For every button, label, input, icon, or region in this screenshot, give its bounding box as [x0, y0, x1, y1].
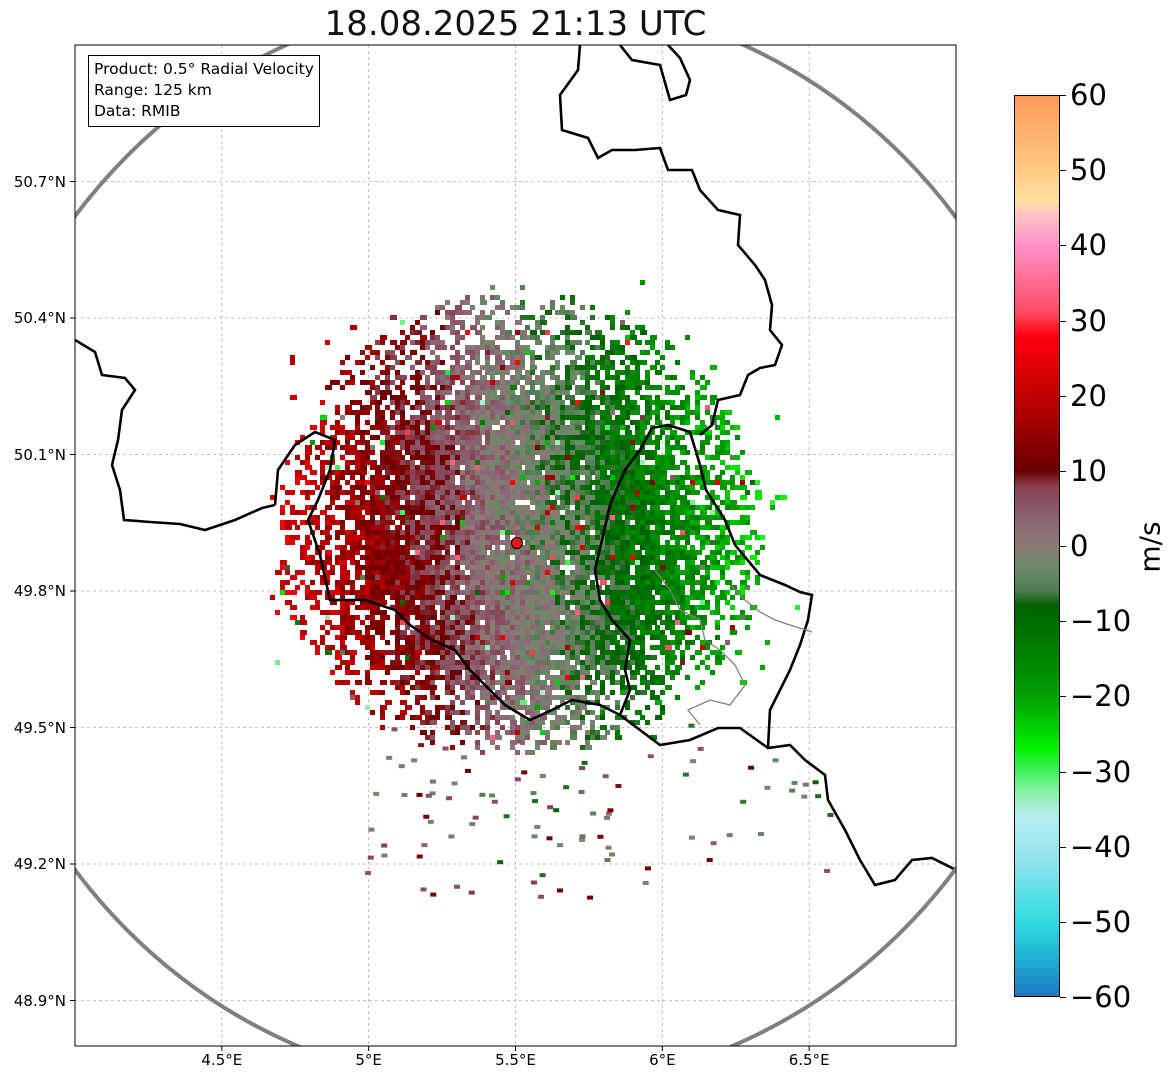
lon-tick-label: 4.5°E: [201, 1051, 243, 1069]
lat-tick-label: 48.9°N: [13, 991, 66, 1010]
colorbar-tick: [1060, 95, 1066, 96]
region-border-rhineland: [729, 584, 813, 633]
colorbar-tick: [1060, 621, 1066, 623]
colorbar-tick-label: 40: [1070, 228, 1107, 263]
country-border-belgium-france-south: [273, 430, 621, 722]
colorbar-tick-label: −10: [1070, 604, 1132, 639]
lon-tick-label: 5°E: [355, 1051, 382, 1069]
lon-tick-label: 6.5°E: [788, 1051, 830, 1069]
colorbar-tick: [1060, 170, 1066, 172]
lon-tick-label: 5.5°E: [495, 1051, 536, 1069]
info-product: Product: 0.5° Radial Velocity: [94, 60, 314, 78]
region-border-saarland: [654, 569, 746, 726]
lat-tick-label: 49.2°N: [13, 855, 66, 873]
colorbar-tick: [1060, 320, 1066, 322]
colorbar-tick-label: −40: [1070, 829, 1132, 864]
info-data-source: Data: RMIB: [94, 102, 181, 120]
map-title: 18.08.2025 21:13 UTC: [324, 4, 707, 44]
colorbar-tick-label: −20: [1070, 679, 1132, 714]
country-border-luxembourg: [593, 423, 814, 749]
colorbar-tick: [1060, 395, 1066, 397]
country-border-luxembourg-france: [619, 713, 956, 887]
colorbar: [1014, 95, 1060, 997]
radar-velocity-echoes: [270, 280, 834, 900]
colorbar-tick-label: 60: [1070, 78, 1107, 112]
info-box: Product: 0.5° Radial Velocity Range: 125…: [88, 55, 320, 127]
lat-tick-label: 49.5°N: [13, 718, 66, 737]
country-border-belgium-france-west: [75, 338, 276, 532]
colorbar-tick: [1060, 470, 1066, 472]
colorbar-tick: [1060, 846, 1066, 848]
colorbar-tick: [1060, 245, 1066, 247]
country-border-germany-north: [618, 45, 692, 102]
colorbar-tick-label: −60: [1070, 980, 1132, 1014]
colorbar-tick: [1060, 546, 1066, 547]
colorbar-tick-label: 50: [1070, 153, 1107, 188]
colorbar-tick-label: 0: [1070, 529, 1089, 563]
axis-tick-marks: [70, 181, 810, 1051]
lat-tick-label: 49.8°N: [13, 582, 66, 600]
info-range: Range: 125 km: [94, 81, 212, 99]
colorbar-tick-label: 10: [1070, 453, 1107, 488]
colorbar-tick: [1060, 921, 1066, 923]
colorbar-tick-label: −30: [1070, 754, 1132, 789]
lat-tick-label: 50.7°N: [13, 172, 66, 191]
colorbar-tick-label: −50: [1070, 904, 1132, 939]
lat-tick-label: 50.4°N: [13, 309, 66, 327]
colorbar-tick: [1060, 771, 1066, 773]
country-border-belgium-germany: [558, 45, 784, 436]
colorbar-unit-label: m/s: [1133, 521, 1167, 573]
lon-tick-label: 6°E: [649, 1051, 676, 1069]
colorbar-tick: [1060, 696, 1066, 698]
colorbar-tick: [1060, 997, 1066, 998]
colorbar-tick-label: 20: [1070, 378, 1107, 413]
lat-tick-label: 50.1°N: [13, 445, 66, 464]
colorbar-tick-label: 30: [1070, 303, 1107, 338]
radar-site-marker[interactable]: [511, 537, 523, 549]
